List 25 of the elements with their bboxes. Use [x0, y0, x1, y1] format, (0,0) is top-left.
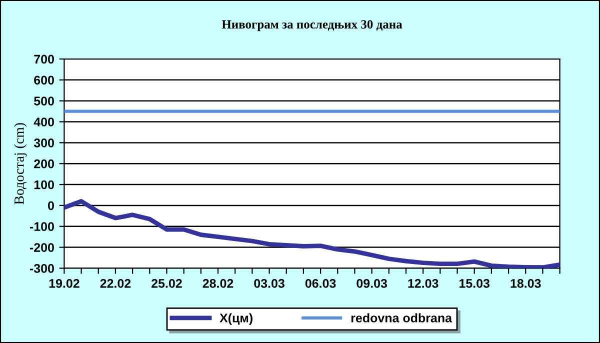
y-tick-label: 500 — [34, 96, 54, 106]
x-tick-label: 15.03 — [460, 278, 490, 288]
y-tick-label: -100 — [30, 222, 54, 232]
x-tick-label: 09.03 — [356, 278, 388, 288]
y-tick-label: 600 — [34, 76, 54, 85]
x-tick-label: 19.02 — [49, 278, 80, 288]
x-tick-label: 28.02 — [202, 278, 234, 288]
y-tick-label: -200 — [30, 243, 54, 252]
legend-label: redovna odbrana — [351, 313, 452, 322]
chart-title: Нивограм за последњих 30 дана — [222, 20, 402, 32]
x-tick-label: 12.03 — [408, 278, 438, 288]
y-tick-label: 100 — [34, 180, 54, 190]
x-tick-label: 25.02 — [152, 278, 182, 288]
y-tick-label: 400 — [34, 118, 54, 126]
x-tick-label: 03.03 — [254, 278, 284, 288]
y-tick-label: -300 — [30, 264, 54, 273]
y-tick-label: 0 — [48, 201, 54, 210]
y-tick-label: 200 — [34, 159, 54, 168]
x-tick-label: 22.02 — [100, 278, 131, 288]
y-axis-title: Водостај (cm) — [14, 123, 27, 204]
x-tick-label: 18.03 — [510, 278, 541, 288]
x-tick-label: 06.03 — [305, 278, 336, 288]
y-tick-label: 300 — [34, 138, 54, 148]
y-tick-label: 700 — [34, 54, 54, 64]
legend-label: X(цм) — [220, 313, 252, 325]
